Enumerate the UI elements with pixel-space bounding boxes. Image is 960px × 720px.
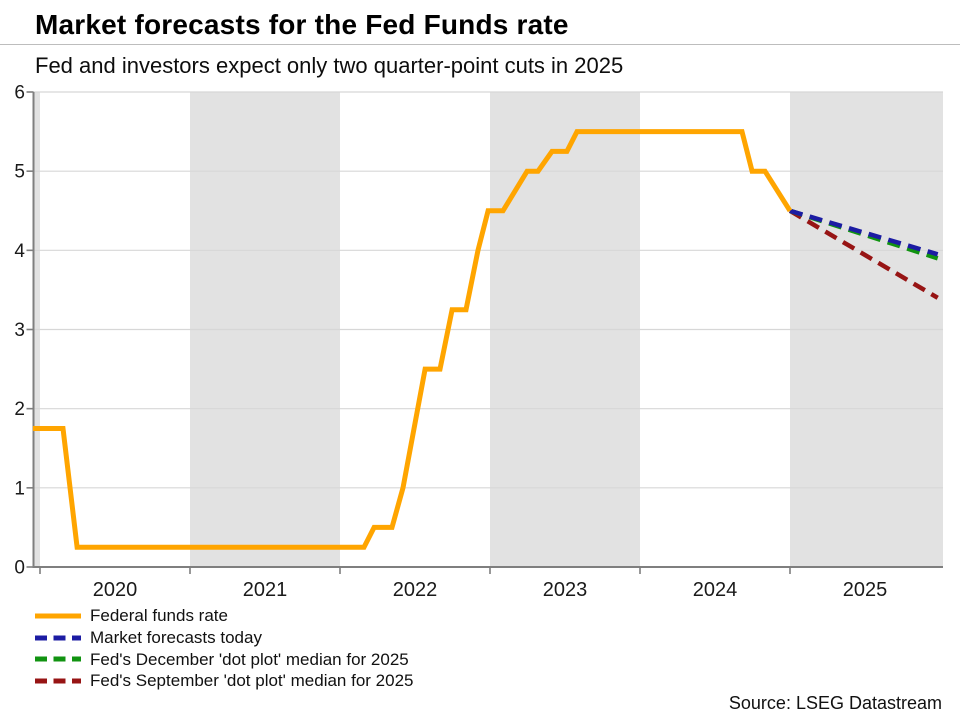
y-tick-label: 6 [14, 83, 25, 104]
x-tick-label: 2020 [93, 579, 138, 601]
dashed-line-icon [35, 635, 81, 641]
y-tick-label: 3 [14, 320, 25, 341]
legend-item-federal-funds-rate: Federal funds rate [35, 605, 413, 627]
series-line [788, 208, 939, 300]
legend-item-market-forecasts-today: Market forecasts today [35, 627, 413, 649]
dashed-line-icon [35, 678, 81, 684]
legend-label: Fed's September 'dot plot' median for 20… [90, 671, 414, 691]
series-line [789, 208, 939, 257]
source-attribution: Source: LSEG Datastream [728, 693, 942, 713]
y-tick-label: 2 [14, 399, 25, 420]
x-tick-label: 2023 [543, 579, 588, 601]
legend-item-september-dot-plot: Fed's September 'dot plot' median for 20… [35, 670, 413, 692]
legend-label: Federal funds rate [90, 606, 228, 626]
y-tick-label: 1 [14, 478, 25, 499]
chart-subtitle: Fed and investors expect only two quarte… [35, 53, 624, 78]
y-tick-label: 4 [14, 241, 25, 262]
legend-label: Fed's December 'dot plot' median for 202… [90, 649, 409, 669]
y-tick-label: 5 [14, 162, 25, 183]
legend-label: Market forecasts today [90, 628, 262, 648]
chart-legend: Federal funds rate Market forecasts toda… [35, 605, 413, 692]
x-tick-label: 2021 [243, 579, 288, 601]
series-line [32, 129, 793, 550]
x-tick-label: 2025 [843, 579, 888, 601]
chart-title: Market forecasts for the Fed Funds rate [35, 9, 569, 40]
legend-item-december-dot-plot: Fed's December 'dot plot' median for 202… [35, 648, 413, 670]
y-tick-label: 0 [14, 558, 25, 579]
x-tick-label: 2024 [693, 579, 738, 601]
dashed-line-icon [35, 656, 81, 662]
solid-line-icon [35, 613, 81, 619]
x-tick-label: 2022 [393, 579, 438, 601]
title-divider [0, 44, 960, 45]
